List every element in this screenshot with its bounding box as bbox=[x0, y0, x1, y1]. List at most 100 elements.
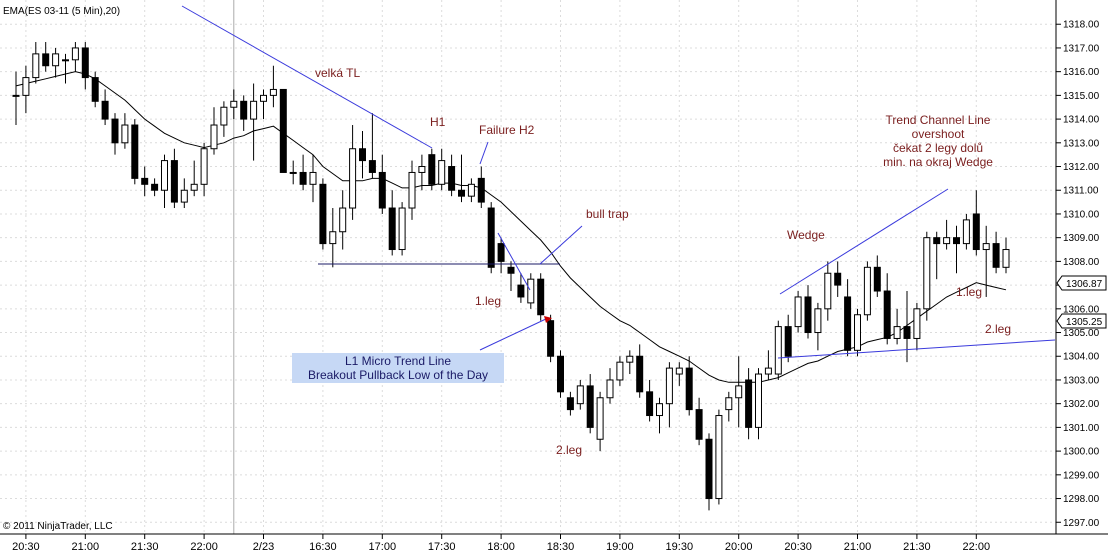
candle bbox=[438, 148, 446, 191]
candle bbox=[566, 391, 574, 416]
candle bbox=[893, 308, 901, 345]
leg2-right-label: 2.leg bbox=[985, 322, 1011, 336]
candle bbox=[873, 255, 881, 297]
x-tick-label: 21:00 bbox=[72, 541, 100, 553]
candle-body-down bbox=[42, 53, 50, 67]
y-tick-label: 1312.00 bbox=[1063, 162, 1100, 173]
leg2-left-label: 2.leg bbox=[556, 443, 582, 457]
candle-body-up bbox=[962, 219, 970, 245]
candle-body-down bbox=[388, 207, 396, 251]
candle bbox=[477, 166, 485, 209]
candle-body-up bbox=[1002, 249, 1010, 268]
candle bbox=[319, 178, 327, 250]
candle-body-up bbox=[408, 171, 416, 209]
candle-body-up bbox=[329, 231, 337, 245]
candle-body-down bbox=[378, 171, 386, 209]
candle-body-up bbox=[616, 361, 624, 381]
y-tick-label: 1304.00 bbox=[1063, 352, 1100, 363]
candle-body-down bbox=[566, 397, 574, 411]
candle bbox=[32, 42, 40, 84]
candle bbox=[151, 178, 159, 197]
x-tick-label: 18:00 bbox=[487, 541, 515, 553]
candle bbox=[428, 148, 436, 191]
candle-body-up bbox=[22, 77, 30, 96]
candle bbox=[576, 379, 584, 410]
candle bbox=[982, 225, 990, 297]
candle bbox=[586, 374, 594, 434]
candle bbox=[735, 356, 743, 428]
candle-body-down bbox=[458, 189, 465, 197]
leg1-left-label: 1.leg bbox=[475, 294, 501, 308]
x-tick-label: 17:00 bbox=[369, 541, 397, 553]
candle bbox=[715, 409, 723, 505]
candle bbox=[111, 113, 119, 155]
candle bbox=[675, 362, 683, 386]
y-tick-label: 1311.00 bbox=[1063, 186, 1099, 197]
l1-label-line1: L1 Micro Trend Line bbox=[345, 354, 451, 368]
candle bbox=[299, 154, 307, 191]
candle-body-down bbox=[873, 266, 881, 292]
candle bbox=[537, 273, 545, 321]
candle bbox=[200, 142, 208, 197]
y-tick-label: 1316.00 bbox=[1063, 67, 1100, 78]
annotation-lines bbox=[181, 5, 1056, 359]
candle bbox=[368, 113, 376, 179]
y-tick-label: 1313.00 bbox=[1063, 138, 1100, 149]
candle bbox=[1002, 237, 1010, 274]
candle-body-up bbox=[527, 278, 535, 304]
candle bbox=[289, 160, 297, 185]
failure-h2-pointer bbox=[479, 141, 489, 165]
candle-body-up bbox=[438, 160, 446, 185]
x-tick-label: 19:30 bbox=[666, 541, 694, 553]
candle-body-down bbox=[586, 385, 594, 428]
candle-body-down bbox=[497, 243, 505, 262]
candle-body-down bbox=[557, 355, 564, 393]
candle bbox=[784, 314, 792, 363]
candle bbox=[745, 368, 753, 440]
candle-body-down bbox=[101, 100, 109, 120]
candle bbox=[250, 83, 258, 161]
candle-body-up bbox=[665, 367, 673, 405]
candle bbox=[517, 273, 525, 303]
candle-body-up bbox=[418, 166, 426, 173]
candle-body-up bbox=[161, 160, 168, 191]
candle bbox=[131, 119, 139, 185]
candle-body-down bbox=[903, 326, 911, 339]
candle-body-up bbox=[735, 385, 743, 399]
candle-body-up bbox=[675, 367, 683, 375]
candle bbox=[269, 65, 277, 108]
l1-label-box bbox=[292, 353, 504, 383]
candle bbox=[705, 433, 713, 511]
candle-body-down bbox=[972, 213, 980, 251]
candle-body-up bbox=[794, 296, 802, 328]
candle bbox=[656, 397, 663, 434]
candle bbox=[824, 261, 832, 321]
candle bbox=[52, 47, 60, 78]
candle-body-up bbox=[309, 171, 317, 185]
x-tick-label: 21:00 bbox=[844, 541, 872, 553]
y-tick-label: 1308.00 bbox=[1063, 257, 1100, 268]
ema-line bbox=[15, 71, 1007, 383]
candle-body-down bbox=[695, 409, 703, 440]
x-tick-label: 22:00 bbox=[963, 541, 991, 553]
candle-body-up bbox=[398, 207, 406, 251]
candle-body-up bbox=[230, 100, 238, 108]
x-tick-label: 2/23 bbox=[253, 541, 274, 553]
candle-body-down bbox=[151, 183, 159, 191]
y-tick-label: 1314.00 bbox=[1063, 115, 1100, 126]
candle-body-down bbox=[111, 118, 119, 144]
candle bbox=[161, 154, 168, 209]
candle-body-up bbox=[269, 88, 277, 96]
candle bbox=[755, 368, 762, 440]
candle bbox=[279, 88, 287, 173]
y-tick-label: 1299.00 bbox=[1063, 470, 1100, 481]
candle bbox=[388, 190, 396, 256]
candle-body-up bbox=[250, 100, 258, 120]
candle bbox=[903, 291, 911, 363]
wedge-upper-line bbox=[779, 188, 949, 295]
candle-body-up bbox=[121, 124, 129, 144]
candle-body-down bbox=[844, 296, 852, 351]
tcl-label-1: Trend Channel Line bbox=[886, 113, 991, 127]
l1-pointer bbox=[479, 317, 549, 351]
